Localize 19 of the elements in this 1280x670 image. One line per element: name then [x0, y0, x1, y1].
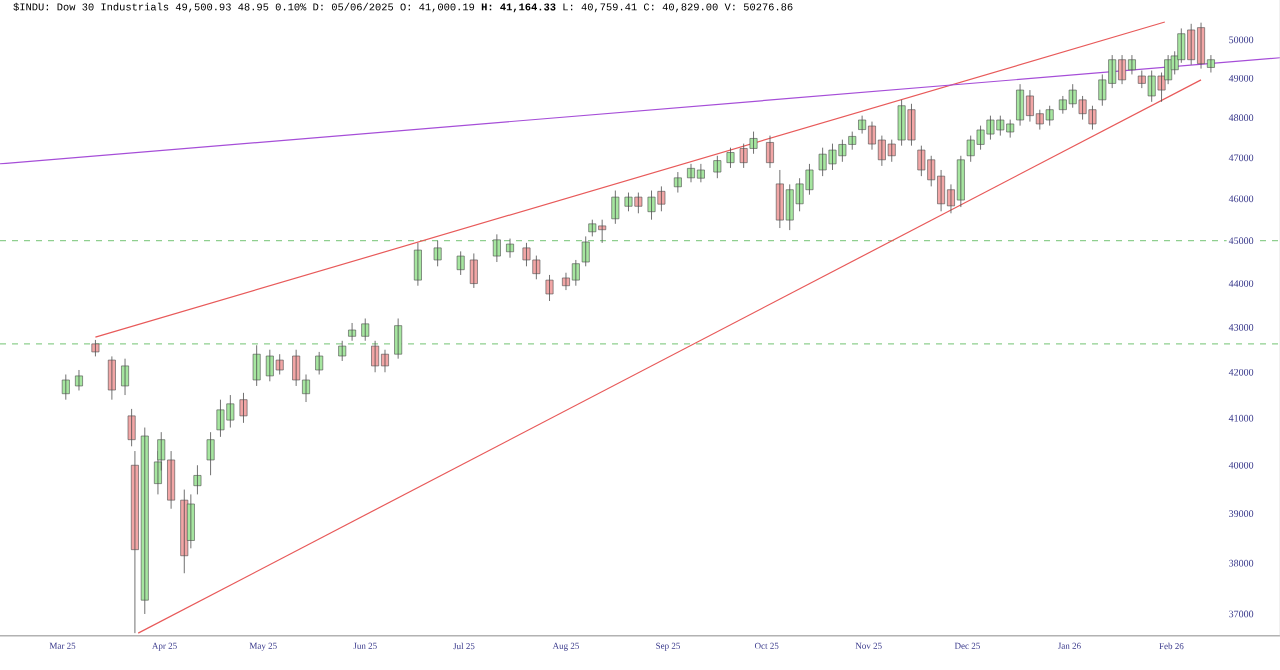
- candlestick: [433, 240, 442, 267]
- candlestick: [394, 318, 403, 360]
- candlestick: [193, 464, 202, 495]
- candlestick: [545, 274, 554, 302]
- candlestick: [127, 408, 136, 447]
- candlestick: [469, 253, 478, 289]
- candlestick: [91, 339, 100, 357]
- candlestick: [581, 236, 590, 267]
- candlestick: [252, 344, 261, 387]
- candlestick: [239, 392, 248, 424]
- candlestick: [361, 318, 370, 342]
- candlestick: [315, 351, 324, 375]
- candlestick: [61, 374, 70, 401]
- candlestick: [338, 340, 347, 362]
- candlestick: [726, 147, 735, 169]
- candlestick: [713, 155, 722, 179]
- candlestick: [206, 431, 215, 476]
- candlestick: [611, 190, 620, 225]
- candlestick: [456, 250, 465, 276]
